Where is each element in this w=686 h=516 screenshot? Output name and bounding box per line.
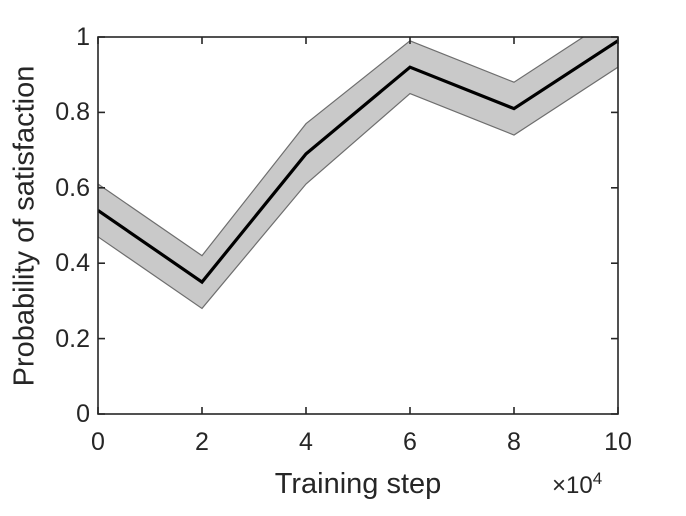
multiplier-exponent: 4 xyxy=(592,469,603,488)
multiplier-base: ×10 xyxy=(552,472,593,499)
x-tick-label: 6 xyxy=(403,428,417,456)
y-tick-label: 1 xyxy=(76,23,90,51)
y-tick-label: 0.8 xyxy=(55,98,90,127)
y-tick-label: 0.6 xyxy=(55,173,90,202)
x-axis-multiplier: ×104 xyxy=(552,470,602,502)
y-tick-label: 0.2 xyxy=(55,324,90,353)
y-tick-label: 0.4 xyxy=(55,249,90,278)
x-axis-label: Training step xyxy=(274,468,442,500)
axes-box xyxy=(97,36,619,415)
x-tick-label: 4 xyxy=(299,428,313,456)
mean-line xyxy=(98,39,618,285)
x-tick-label: 10 xyxy=(604,428,632,456)
x-tick-label: 0 xyxy=(91,428,105,456)
x-tick-label: 2 xyxy=(195,428,209,456)
confidence-band xyxy=(98,37,618,310)
x-tick-label: 8 xyxy=(507,428,521,456)
y-tick-label: 0 xyxy=(76,400,90,428)
